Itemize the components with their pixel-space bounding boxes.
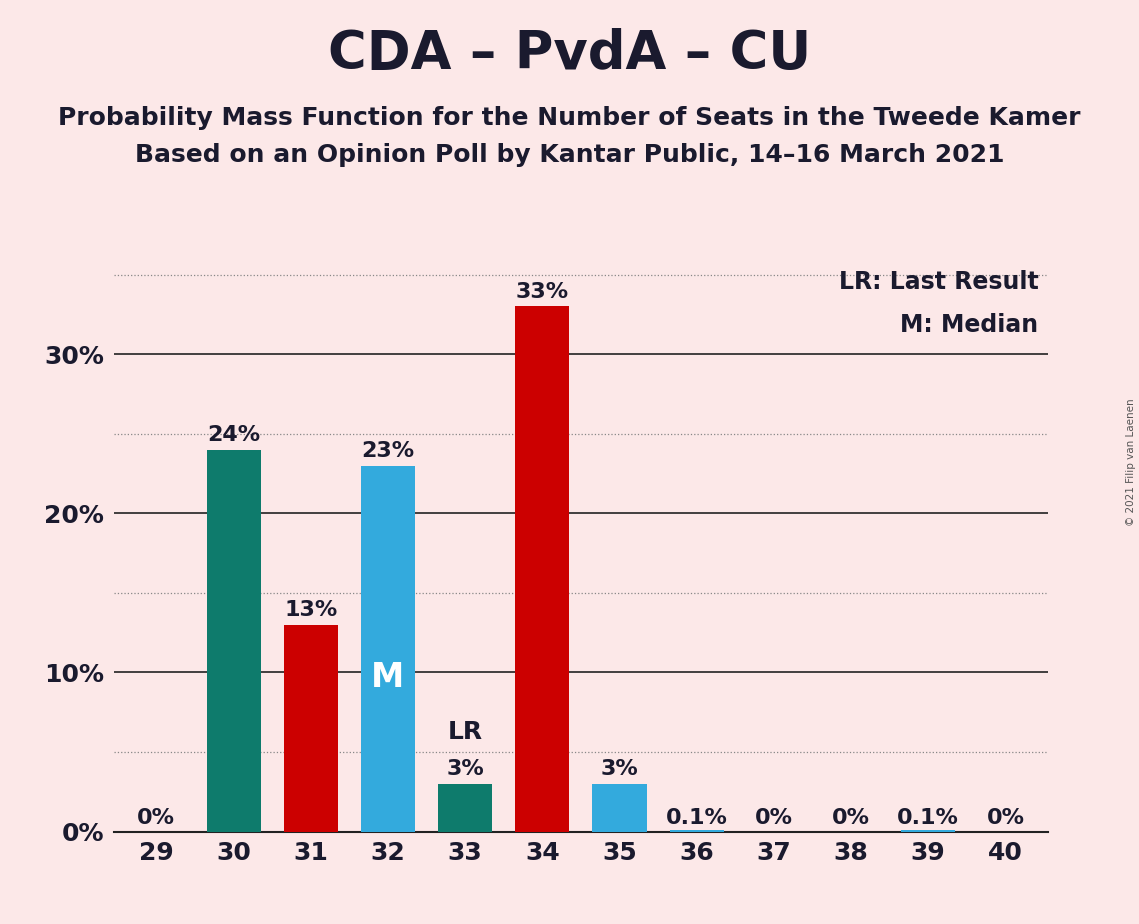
Text: 0%: 0% <box>138 808 175 829</box>
Text: 0%: 0% <box>833 808 870 829</box>
Text: 33%: 33% <box>516 282 568 302</box>
Text: 0.1%: 0.1% <box>665 808 728 829</box>
Text: CDA – PvdA – CU: CDA – PvdA – CU <box>328 28 811 79</box>
Text: 24%: 24% <box>207 425 260 445</box>
Text: 3%: 3% <box>600 760 638 779</box>
Bar <box>592 784 647 832</box>
Text: © 2021 Filip van Laenen: © 2021 Filip van Laenen <box>1126 398 1136 526</box>
Text: 13%: 13% <box>284 600 337 620</box>
Bar <box>901 830 956 832</box>
Bar <box>361 466 415 832</box>
Bar <box>284 625 338 832</box>
Text: M: M <box>371 662 404 694</box>
Text: 0.1%: 0.1% <box>898 808 959 829</box>
Text: 0%: 0% <box>986 808 1024 829</box>
Text: LR: Last Result
M: Median: LR: Last Result M: Median <box>838 270 1039 337</box>
Bar <box>206 450 261 832</box>
Bar <box>439 784 492 832</box>
Text: LR: LR <box>448 720 483 744</box>
Text: Probability Mass Function for the Number of Seats in the Tweede Kamer: Probability Mass Function for the Number… <box>58 106 1081 130</box>
Text: Based on an Opinion Poll by Kantar Public, 14–16 March 2021: Based on an Opinion Poll by Kantar Publi… <box>134 143 1005 167</box>
Text: 23%: 23% <box>361 441 415 461</box>
Bar <box>670 830 723 832</box>
Text: 3%: 3% <box>446 760 484 779</box>
Text: 0%: 0% <box>755 808 793 829</box>
Bar <box>515 307 570 832</box>
